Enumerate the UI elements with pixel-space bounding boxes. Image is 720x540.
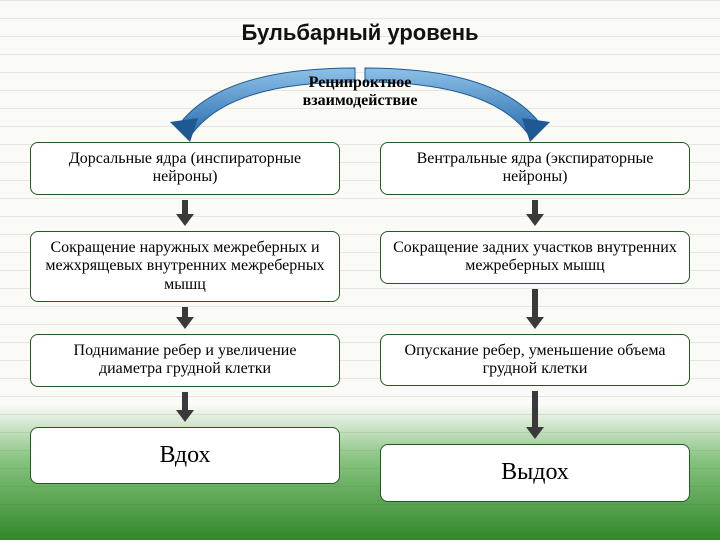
left-box-3: Поднимание ребер и увеличение диаметра г… <box>30 334 340 387</box>
arrow-down-icon <box>526 289 544 329</box>
right-box-2: Сокращение задних участков внутренних ме… <box>380 231 690 284</box>
right-box-4: Выдох <box>380 444 690 502</box>
right-box-3: Опускание ребер, уменьшение объема грудн… <box>380 334 690 387</box>
arrow-down-icon <box>176 392 194 422</box>
left-box-4: Вдох <box>30 427 340 485</box>
arrow-down-icon <box>176 200 194 226</box>
arrow-down-icon <box>526 200 544 226</box>
columns: Дорсальные ядра (инспираторные нейроны) … <box>30 142 690 502</box>
arrow-down-icon <box>526 391 544 439</box>
reciprocal-label: Реципроктное взаимодействие <box>303 74 418 111</box>
arrow-down-icon <box>176 307 194 329</box>
recip-line2: взаимодействие <box>303 92 418 110</box>
left-box-2: Сокращение наружных межреберных и межхря… <box>30 231 340 302</box>
right-column: Вентральные ядра (экспираторные нейроны)… <box>380 142 690 502</box>
recip-line1: Реципроктное <box>303 74 418 92</box>
left-column: Дорсальные ядра (инспираторные нейроны) … <box>30 142 340 502</box>
page-title: Бульбарный уровень <box>0 0 720 46</box>
